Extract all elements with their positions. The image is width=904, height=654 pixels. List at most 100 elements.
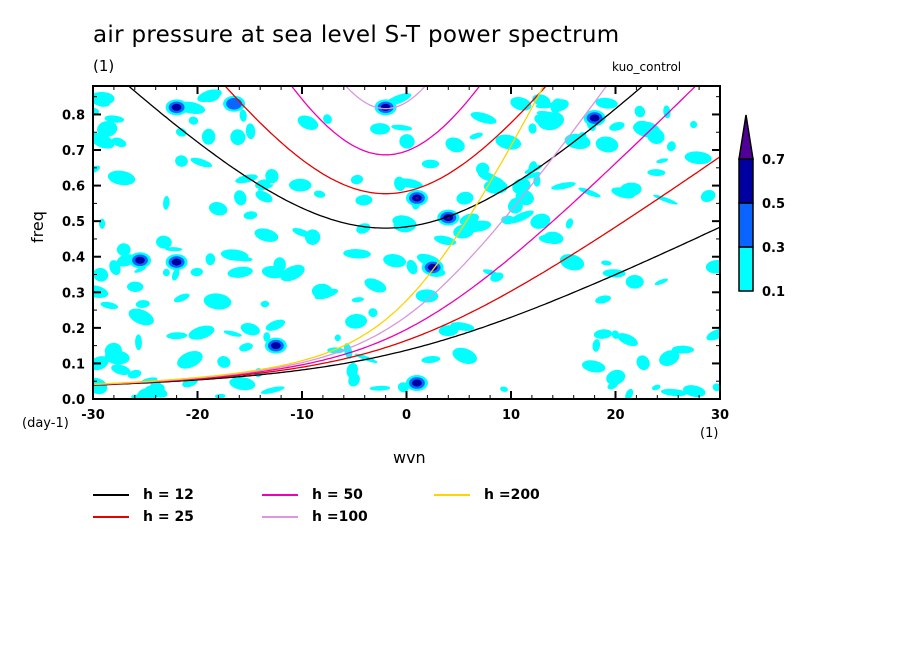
legend-label: h = 12	[143, 487, 194, 503]
contour-peak	[427, 263, 438, 271]
contour-blob	[478, 171, 498, 182]
colorbar-segment	[738, 246, 754, 292]
contour-blob	[104, 115, 125, 123]
contour-blob	[240, 323, 260, 336]
contour-blob	[223, 330, 242, 337]
contour-blob	[524, 171, 541, 179]
contour-blob	[263, 332, 271, 342]
contour-blob	[217, 356, 231, 368]
x-tick-label: 30	[711, 408, 729, 423]
contour-blob	[611, 330, 620, 339]
contour-blob	[660, 388, 687, 397]
contour-blob	[368, 308, 378, 318]
contour-blob	[257, 184, 274, 191]
x-tick-label: 20	[606, 408, 624, 423]
contour-blob	[647, 169, 666, 177]
eig0-curve-h25	[93, 156, 720, 386]
colorbar: 0.1 0.3 0.5 0.7	[738, 114, 785, 300]
contour-blob	[227, 266, 253, 278]
contour-blob	[235, 174, 258, 184]
x-tick-label: 0	[402, 408, 411, 423]
contour-blob	[592, 339, 601, 352]
contour-blob	[602, 269, 626, 278]
contour-blob	[500, 386, 508, 392]
contour-blob	[565, 218, 574, 229]
plot-frame	[92, 85, 721, 400]
contour-peak	[380, 103, 391, 111]
contour-blob	[535, 102, 557, 109]
contour-blob	[188, 325, 215, 340]
contour-blob	[128, 308, 154, 326]
legend-swatch	[93, 494, 129, 496]
contour-blob	[162, 268, 170, 277]
contour-blob	[346, 362, 358, 378]
contour-blob	[601, 260, 612, 266]
contour-peak	[415, 196, 419, 200]
contour-blob	[370, 123, 391, 135]
contour-blob	[265, 168, 279, 184]
contour-blob	[205, 253, 216, 266]
contour-blob	[265, 319, 286, 331]
contour-blob	[595, 295, 611, 304]
contour-blob	[254, 228, 279, 242]
legend-label: h =100	[312, 509, 368, 525]
contour-blob	[345, 313, 368, 329]
contour-blob	[97, 121, 118, 137]
contour-blob	[234, 190, 247, 206]
contour-blob	[355, 194, 373, 206]
y-tick-label: 0.7	[62, 144, 85, 159]
chart-title: air pressure at sea level S-T power spec…	[93, 22, 620, 48]
contour-blob	[534, 113, 555, 128]
contour-blob	[208, 202, 228, 216]
contour-blob	[578, 187, 601, 198]
contour-layer	[93, 89, 720, 399]
contour-blob	[109, 260, 121, 276]
contour-blob	[659, 350, 680, 367]
ig1-curve-h200	[93, 0, 720, 54]
contour-blob	[625, 275, 644, 289]
legend-label: h = 50	[312, 487, 363, 503]
contour-blob	[313, 190, 326, 198]
contour-blob	[203, 293, 232, 310]
colorbar-segment	[738, 202, 754, 248]
y-tick-label: 0.3	[62, 286, 85, 301]
contour-peak	[412, 379, 422, 387]
contour-blob	[392, 215, 415, 228]
contour-blob	[135, 334, 142, 351]
contour-blob	[445, 137, 465, 153]
contour-blob	[391, 124, 413, 131]
contour-peak	[226, 98, 242, 110]
y-tick-label: 0.4	[62, 251, 85, 266]
contour-blob	[166, 332, 188, 340]
colorbar-label: 0.5	[762, 197, 785, 212]
contour-blob	[175, 128, 187, 137]
contour-blob	[190, 157, 213, 168]
contour-blob	[606, 369, 626, 385]
contour-blob	[406, 259, 418, 275]
contour-blob	[508, 210, 534, 224]
contour-blob	[100, 301, 119, 310]
contour-blob	[397, 382, 409, 393]
colorbar-extend-arrow	[738, 114, 754, 160]
contour-blob	[712, 383, 720, 392]
contour-blob	[111, 364, 131, 376]
contour-blob	[255, 190, 273, 203]
contour-blob	[280, 264, 305, 282]
contour-blob	[171, 268, 180, 281]
ig1-curve-h12	[127, 86, 644, 229]
contour-blob	[93, 377, 108, 395]
contour-blob	[636, 355, 650, 371]
y-tick-label: 0.6	[62, 180, 85, 195]
contour-blob	[482, 269, 499, 277]
contour-blob	[260, 300, 270, 308]
ig1-curve-h25	[224, 86, 547, 195]
contour-blob	[459, 213, 480, 226]
contour-blob	[456, 191, 474, 205]
contour-blob	[619, 182, 642, 197]
contour-blob	[188, 116, 199, 125]
legend-item: h =100	[262, 509, 368, 525]
contour-blob	[671, 345, 695, 354]
contour-blob	[656, 158, 669, 164]
legend-item: h = 50	[262, 487, 363, 503]
contour-blob	[470, 112, 497, 124]
